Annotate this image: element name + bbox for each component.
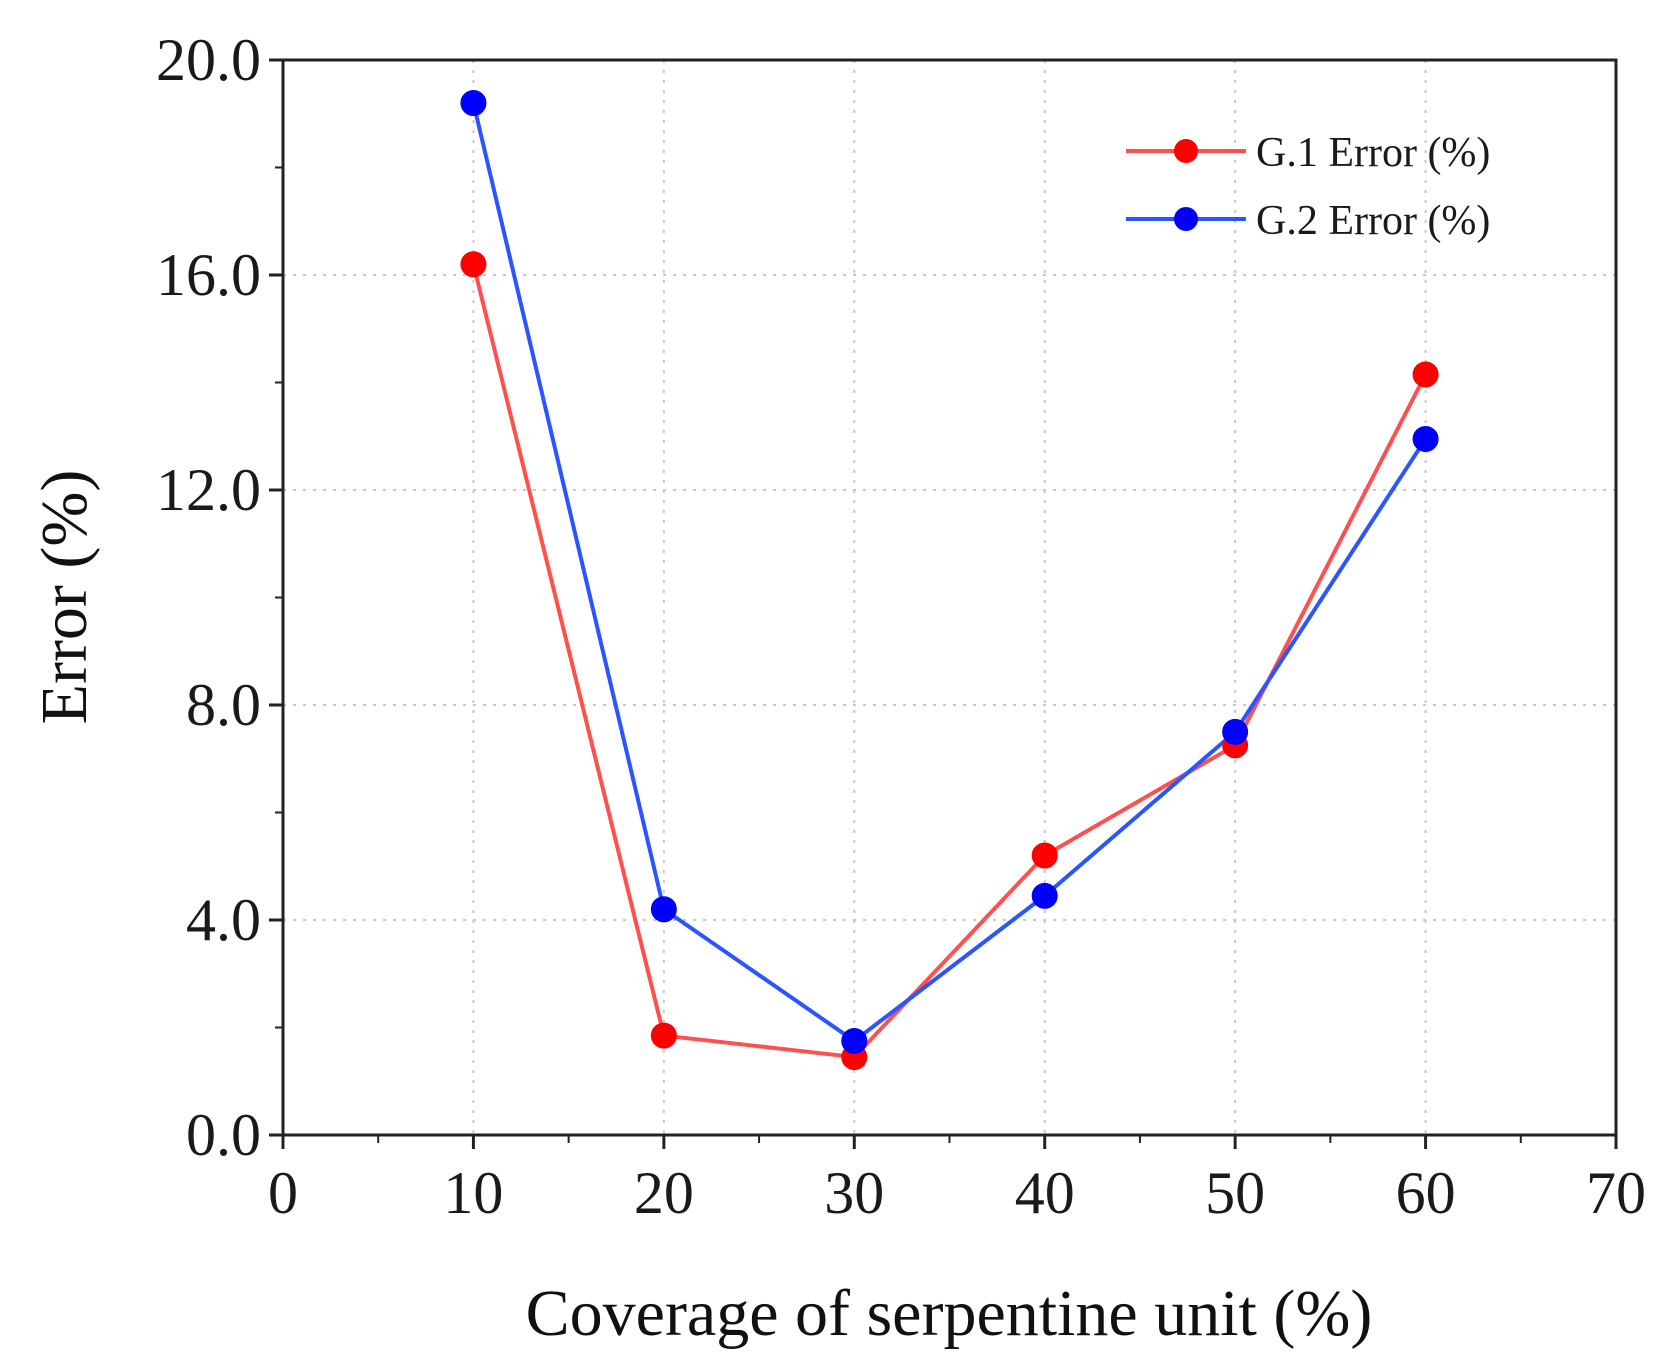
series-2-point <box>460 90 487 116</box>
x-axis-title: Coverage of serpentine unit (%) <box>526 1277 1373 1350</box>
series-2-point <box>1222 718 1249 745</box>
series-1-point <box>1412 361 1439 388</box>
x-tick-label: 60 <box>1396 1160 1456 1226</box>
y-tick-label: 4.0 <box>186 887 261 953</box>
y-tick-label: 16.0 <box>156 242 261 308</box>
series-2-point <box>1412 425 1439 452</box>
axis-ticks: 0 10 20 30 40 50 60 70 0.0 4.0 8.0 12.0 16.0 20.0 <box>156 27 1646 1226</box>
x-tick-label: 0 <box>268 1160 298 1226</box>
legend-1-marker <box>1174 139 1198 163</box>
legend-2-marker <box>1174 207 1198 231</box>
y-tick-label: 0.0 <box>186 1102 261 1168</box>
x-tick-label: 70 <box>1586 1160 1646 1226</box>
x-tick-label: 40 <box>1015 1160 1075 1226</box>
y-tick-label: 12.0 <box>156 457 261 523</box>
y-tick-label: 20.0 <box>156 27 261 93</box>
series-2-point <box>841 1027 868 1054</box>
y-tick-label: 8.0 <box>186 672 261 738</box>
series-1-point <box>650 1022 677 1049</box>
x-tick-label: 10 <box>443 1160 503 1226</box>
legend-2-label: G.2 Error (%) <box>1256 198 1490 244</box>
series-1-point <box>1031 842 1058 869</box>
legend: G.1 Error (%) G.2 Error (%) <box>1126 130 1490 244</box>
series-2-point <box>1031 882 1058 909</box>
legend-1-label: G.1 Error (%) <box>1256 130 1490 176</box>
series-layer <box>460 90 1439 1071</box>
x-tick-label: 30 <box>824 1160 884 1226</box>
series-1-point <box>460 251 487 278</box>
x-tick-label: 20 <box>634 1160 694 1226</box>
x-tick-label: 50 <box>1205 1160 1265 1226</box>
series-2-line <box>471 102 1428 1043</box>
series-2-point <box>650 896 677 923</box>
y-axis-title: Error (%) <box>28 470 101 725</box>
